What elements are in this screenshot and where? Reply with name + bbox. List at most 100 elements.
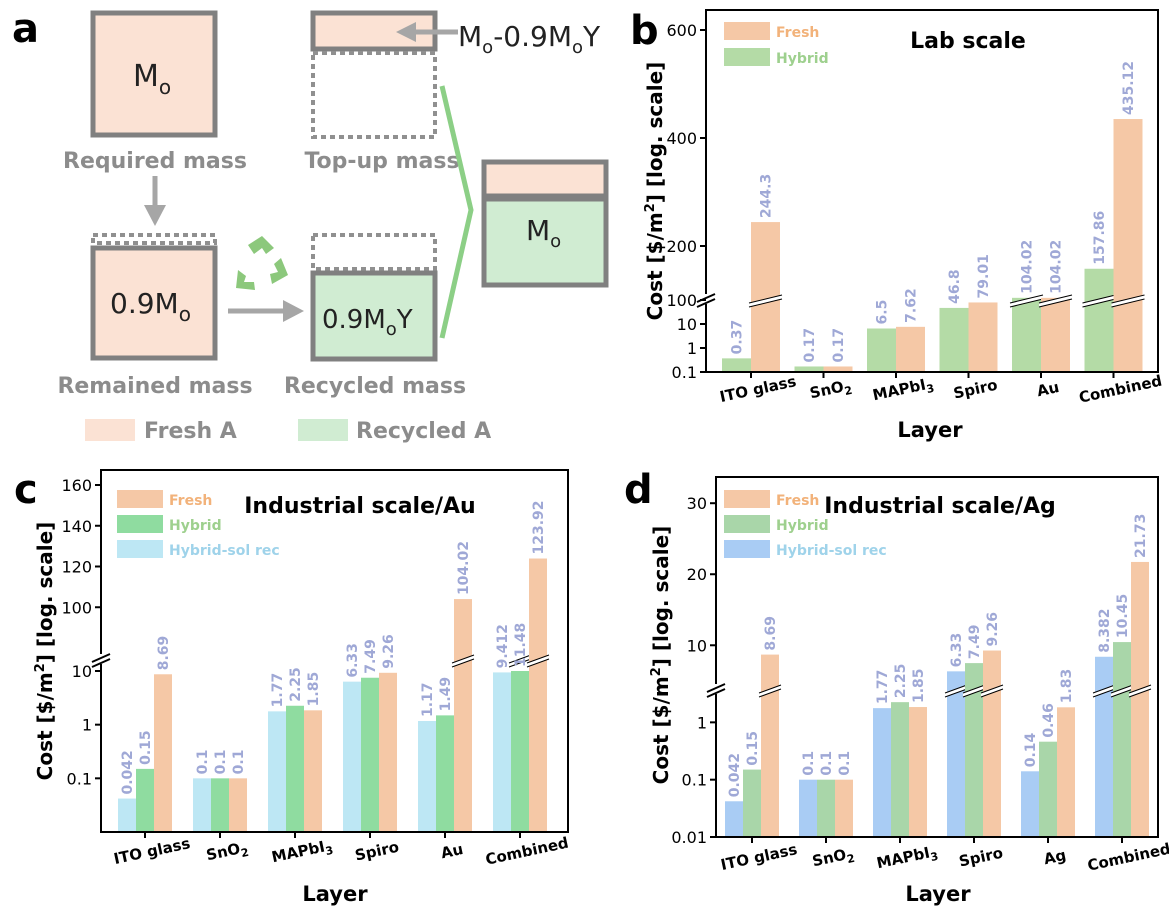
- y-tick-label: 400: [666, 129, 697, 148]
- x-tick-label: SnO2: [811, 844, 856, 873]
- bar-break-line: [508, 654, 532, 664]
- x-tick-label: Spiro: [353, 838, 400, 865]
- bar-break-gap: [759, 685, 781, 697]
- y-axis-label-main: Cost [$/m: [33, 672, 57, 780]
- bar-hybrid-sol-rec: [1095, 656, 1113, 837]
- bar-break-line: [1009, 298, 1044, 308]
- panel-c-letter: c: [14, 467, 38, 513]
- right-arrow-head: [283, 300, 304, 322]
- bar-break-line: [944, 684, 968, 694]
- y-tick-label: 120: [61, 558, 92, 577]
- x-tick-label-main: Combined: [1086, 840, 1169, 875]
- bar-hybrid: [939, 307, 969, 372]
- bar-hybrid: [722, 358, 751, 372]
- remained-mass-value: 0.9Mo: [110, 287, 191, 326]
- bar-break-gap: [1111, 295, 1145, 307]
- topup-arrow-head: [396, 22, 416, 42]
- bar-break-line: [758, 688, 782, 698]
- legend-swatch: [724, 22, 770, 40]
- legend-label: Hybrid-sol rec: [169, 543, 280, 559]
- bar-break-gap: [527, 655, 549, 667]
- data-label: 0.1: [231, 750, 247, 775]
- bar-break-gap: [1129, 685, 1151, 697]
- y-tick-label: 10: [677, 315, 697, 334]
- legend-swatch: [724, 515, 770, 533]
- bar-hybrid: [361, 677, 379, 832]
- y-axis-label: Cost [$/m2] [log. scale]: [643, 62, 667, 321]
- bar-hybrid: [867, 328, 896, 372]
- bar-fresh: [896, 326, 925, 372]
- x-tick-label: MAPbI3: [871, 374, 936, 407]
- x-tick-label-main: Combined: [484, 834, 570, 869]
- chart-panel-b: b 0.37 0.17 6.5 46.8 104.02 157.86 244.3 0.17 7.6…: [630, 8, 1164, 442]
- x-tick-label-main: ITO glass: [719, 840, 799, 874]
- data-label: 1.77: [270, 673, 286, 708]
- bar-fresh: [909, 707, 927, 837]
- bar-break-line: [1111, 294, 1145, 304]
- bar-fresh: [379, 672, 397, 832]
- x-tick-label-main: ITO glass: [718, 372, 798, 406]
- data-label: 10.45: [1115, 594, 1131, 638]
- legend-recycled-a-swatch: [298, 419, 348, 441]
- data-label: 8.69: [763, 616, 779, 651]
- bar-break-line: [1111, 298, 1145, 308]
- x-tick-label-main: Au: [439, 840, 465, 862]
- y-tick-label: 200: [666, 237, 697, 256]
- x-tick-label: ITO glass: [719, 840, 799, 874]
- data-label: 104.02: [1049, 240, 1065, 294]
- y-axis-label: Cost [$/m2] [log. scale]: [33, 522, 57, 781]
- y-tick-label: 140: [61, 517, 92, 536]
- chart-panel-c: c 0.042 0.1 1.77 6.33 1.17 9.412 0.15 0.1 2.25 7.4…: [14, 467, 570, 906]
- bar-break-gap: [981, 685, 1003, 697]
- remained-mass-box: [90, 245, 218, 361]
- remained-dashed-top: [91, 233, 217, 245]
- bar-break-line: [1092, 684, 1116, 694]
- bar-fresh: [229, 778, 247, 832]
- x-tick-label-sub: 2: [240, 846, 250, 860]
- bar-fresh: [304, 710, 322, 832]
- y-axis-label-main: Cost [$/m: [643, 212, 667, 320]
- legend-swatch: [724, 540, 770, 558]
- x-tick-label: Au: [439, 840, 465, 862]
- bar-break-line: [758, 684, 782, 694]
- x-tick-label: ITO glass: [112, 834, 192, 868]
- x-tick-label: Combined: [484, 834, 570, 869]
- recycled-mass-label: Recycled mass: [284, 374, 466, 399]
- data-label: 2.25: [288, 667, 304, 702]
- data-label: 435.12: [1121, 61, 1137, 115]
- y-axis-label: Cost [$/m2] [log. scale]: [649, 526, 673, 785]
- x-tick-label-main: MAPbI: [875, 844, 931, 873]
- bar-break-line: [1038, 298, 1073, 308]
- y-axis-label-end: ] [log. scale]: [649, 526, 673, 668]
- x-tick-label: SnO2: [205, 838, 250, 867]
- data-label: 104.02: [1020, 240, 1036, 294]
- legend-label: Fresh: [169, 493, 212, 509]
- legend-label: Fresh: [776, 25, 819, 41]
- data-label: 1.83: [1059, 669, 1075, 704]
- y-tick-label: 160: [61, 476, 92, 495]
- bar-fresh: [1113, 119, 1143, 372]
- data-label: 0.1: [213, 750, 229, 775]
- bar-break-line: [451, 658, 475, 668]
- x-tick-label-main: Spiro: [952, 376, 999, 403]
- bar-hybrid-sol-rec: [725, 801, 743, 837]
- topup-dashed-rest: [311, 51, 437, 139]
- bar-break-line: [980, 688, 1004, 698]
- x-tick-label: MAPbI3: [270, 836, 335, 869]
- bar-fresh: [968, 302, 998, 372]
- bar-break-line: [962, 684, 986, 694]
- data-label: 104.02: [456, 541, 472, 595]
- bar-break-line: [748, 298, 783, 308]
- bar-hybrid: [436, 715, 454, 832]
- y-axis-label-end: ] [log. scale]: [643, 62, 667, 204]
- legend-label: Hybrid: [169, 518, 222, 534]
- bar-fresh: [529, 558, 547, 832]
- bar-break-gap: [1111, 685, 1133, 697]
- data-label: 0.1: [195, 750, 211, 775]
- x-tick-label: Ag: [1042, 846, 1068, 868]
- x-tick-label-sub: 3: [929, 850, 939, 864]
- bar-hybrid: [211, 778, 229, 832]
- y-axis-label-main: Cost [$/m: [649, 676, 673, 784]
- data-label: 0.14: [1023, 732, 1039, 767]
